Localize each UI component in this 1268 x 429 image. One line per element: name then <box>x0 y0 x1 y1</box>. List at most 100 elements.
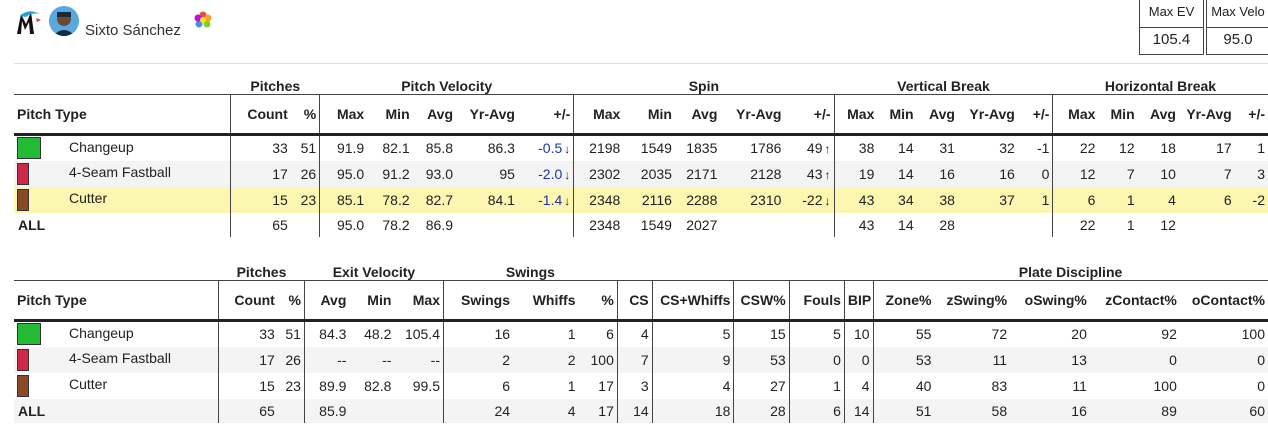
total-s_min: 1549 <box>640 216 672 233</box>
cell-w_pct: 6 <box>606 326 614 343</box>
t1-col-10: Avg <box>674 94 721 136</box>
max-ev-value: 105.4 <box>1152 31 1191 48</box>
cell-pct: 23 <box>285 377 301 394</box>
cell-s_min: 2116 <box>623 186 675 213</box>
t1-col-22: +/- <box>1234 94 1268 136</box>
cell-v_avg: 82.7 <box>412 186 456 213</box>
total-empty <box>720 213 784 237</box>
table-row[interactable]: Changeup 33 51 91.9 82.1 85.8 86.3 -0.5 ↓ 2198 154… <box>14 134 1268 161</box>
cell-v_min: 78.2 <box>367 186 413 213</box>
cell-vb_max: 43 <box>833 186 878 213</box>
total-cs: 14 <box>616 398 653 423</box>
cell-count: 33 <box>230 134 291 161</box>
colorful-badge-icon <box>194 11 212 28</box>
cell-v_diff: -0.5 ↓ <box>538 140 571 157</box>
cell-e_max: -- <box>394 346 444 373</box>
total-empty <box>958 213 1018 237</box>
cell-csw: 4 <box>651 372 734 399</box>
t2-col-2: % <box>277 280 305 322</box>
cell-s_avg: 2171 <box>674 160 721 187</box>
cell-v_diff: -2.0 ↓ <box>517 160 574 187</box>
cell-ocontact: 100 <box>1241 326 1265 343</box>
cell-hb_min: 12 <box>1119 140 1135 157</box>
cell-s_min: 2035 <box>623 160 675 187</box>
t1-col-13: Max <box>833 94 878 136</box>
cell-zswing: 83 <box>991 377 1008 394</box>
cell-vb_yr: 32 <box>999 140 1015 157</box>
arrow-icon: ↑ <box>824 167 831 182</box>
pitch-type-name: Cutter <box>69 376 108 393</box>
cell-v_min: 91.2 <box>367 160 413 187</box>
total-oswing: 16 <box>1010 398 1090 423</box>
group-exit-velocity: Exit Velocity <box>332 264 416 280</box>
player-name: Sixto Sánchez <box>85 22 181 39</box>
t1-col-20: Avg <box>1137 94 1179 136</box>
pitch-type-name: 4-Seam Fastball <box>69 350 171 367</box>
pitch-color-swatch <box>17 348 29 371</box>
cell-swings: 2 <box>443 346 514 373</box>
t1-col-2: % <box>290 94 320 136</box>
total-e_avg: 85.9 <box>303 398 350 423</box>
t1-col-4: Min <box>367 94 413 136</box>
cell-hb_avg: 10 <box>1137 160 1179 187</box>
t2-col-9: CS <box>616 280 653 322</box>
cell-s_max: 2198 <box>573 134 624 161</box>
total-swings: 24 <box>443 398 514 423</box>
cell-v_yr: 84.1 <box>456 186 518 213</box>
total-zcontact: 89 <box>1089 398 1180 423</box>
total-hb_avg: 12 <box>1160 216 1176 233</box>
cell-vb_min: 14 <box>898 140 914 157</box>
total-empty <box>394 398 444 423</box>
cell-hb_min: 7 <box>1098 160 1138 187</box>
table-row[interactable]: 4-Seam Fastball 17 26 95.0 91.2 93.0 95 -2.0 ↓ 23… <box>14 160 1268 187</box>
cell-cs: 7 <box>616 346 653 373</box>
t2-col-0: Pitch Type <box>14 280 219 322</box>
cell-s_avg: 1835 <box>686 140 718 157</box>
total-ocontact: 60 <box>1179 398 1268 423</box>
group-horizontal-break: Horizontal Break <box>1104 78 1217 94</box>
cell-pct: 51 <box>285 326 301 343</box>
total-empty <box>518 213 574 237</box>
t2-col-7: Whiffs <box>513 280 579 322</box>
player-avatar <box>49 6 79 36</box>
table-row[interactable]: 4-Seam Fastball 17 26 -- -- -- 2 2 100 7 9 53 0 0 53 11… <box>14 346 1268 373</box>
cell-oswing: 20 <box>1071 326 1087 343</box>
table-row[interactable]: Cutter 15 23 85.1 78.2 82.7 84.1 -1.4 ↓ 2348 2116 2… <box>14 186 1268 213</box>
total-whiffs: 4 <box>513 398 579 423</box>
cell-ocontact: 0 <box>1179 346 1268 373</box>
arrow-icon: ↓ <box>824 193 831 208</box>
t2-col-3: Avg <box>303 280 350 322</box>
group-pitch-velocity: Pitch Velocity <box>401 78 493 94</box>
t2-col-15: zSwing% <box>934 280 1011 322</box>
cell-count: 15 <box>230 186 291 213</box>
cell-vb_diff: 1 <box>1017 186 1053 213</box>
total-label: ALL <box>18 216 46 233</box>
cell-zone: 53 <box>872 346 935 373</box>
total-row: ALL 65 95.0 78.2 86.9 2348 1549 2027 43 14 28 22 1 12 <box>14 212 1268 237</box>
t2-col-12: Fouls <box>788 280 845 322</box>
total-empty <box>349 398 395 423</box>
cell-v_yr: 86.3 <box>487 140 515 157</box>
t1-col-18: Max <box>1052 94 1099 136</box>
cell-hb_yr: 17 <box>1216 140 1232 157</box>
total-v_min: 78.2 <box>382 216 410 233</box>
table-row[interactable]: Changeup 33 51 84.3 48.2 105.4 16 1 6 4 5 15 5 10 55 72… <box>14 320 1268 347</box>
group-vertical-break: Vertical Break <box>897 78 990 94</box>
t2-col-10: CS+Whiffs <box>651 280 734 322</box>
cell-zone: 55 <box>872 320 935 347</box>
cell-whiffs: 1 <box>567 326 576 343</box>
t1-col-19: Min <box>1098 94 1138 136</box>
cell-v_avg: 85.8 <box>425 140 453 157</box>
cell-v_avg: 93.0 <box>412 160 456 187</box>
cell-e_min: 48.2 <box>364 326 392 343</box>
cell-hb_max: 12 <box>1052 160 1099 187</box>
cell-count: 15 <box>218 372 278 399</box>
t1-col-21: Yr-Avg <box>1178 94 1235 136</box>
table-row[interactable]: Cutter 15 23 89.9 82.8 99.5 6 1 17 3 4 27 1 4 40 83 11 10… <box>14 372 1268 399</box>
cell-csw: 9 <box>651 346 734 373</box>
cell-vb_diff: 0 <box>1017 160 1053 187</box>
cell-zcontact: 92 <box>1161 326 1177 343</box>
cell-v_diff: -1.4 ↓ <box>517 186 574 213</box>
t1-col-0: Pitch Type <box>14 94 231 136</box>
group-spin: Spin <box>688 78 720 94</box>
